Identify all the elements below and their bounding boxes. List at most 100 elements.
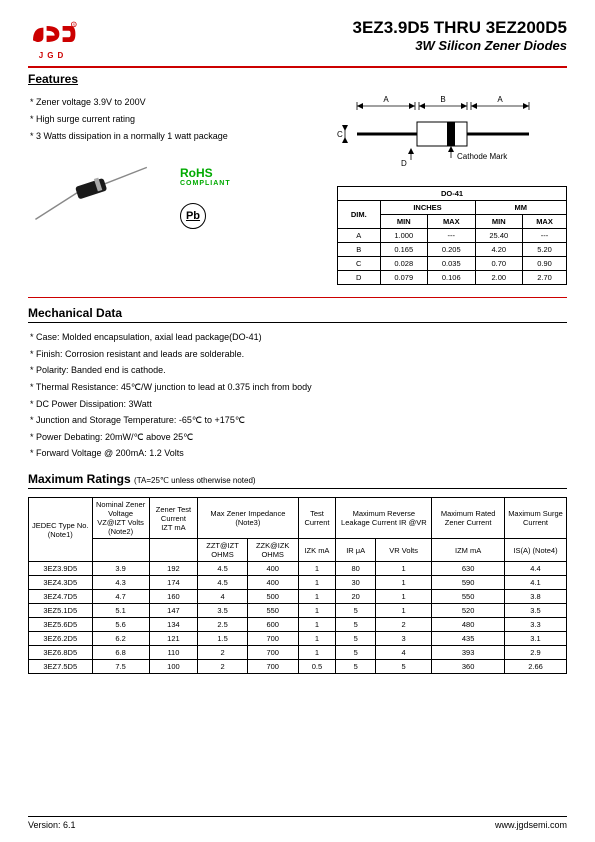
cell: 3EZ6.2D5 xyxy=(29,632,93,646)
cell: 590 xyxy=(432,576,505,590)
ratings-table: JEDEC Type No. (Note1) Nominal Zener Vol… xyxy=(28,497,567,674)
cell: 192 xyxy=(149,562,198,576)
cell: 550 xyxy=(247,604,298,618)
cell: 2.70 xyxy=(523,270,567,284)
cell: 121 xyxy=(149,632,198,646)
col-header: Max Zener Impedance (Note3) xyxy=(198,498,298,539)
footer: Version: 6.1 www.jgdsemi.com xyxy=(28,816,567,830)
cell: 1 xyxy=(298,646,336,660)
svg-text:D: D xyxy=(401,159,407,168)
cell: 4 xyxy=(375,646,431,660)
cell: 1 xyxy=(375,590,431,604)
cell: 0.079 xyxy=(380,270,428,284)
cell: 1 xyxy=(298,576,336,590)
cell: 134 xyxy=(149,618,198,632)
cell: 0.205 xyxy=(428,242,476,256)
cell: 4.7 xyxy=(92,590,149,604)
logo: R JGD xyxy=(28,18,78,60)
cell: 500 xyxy=(247,590,298,604)
col-sub xyxy=(149,539,198,562)
cell: 20 xyxy=(336,590,376,604)
cell: 2 xyxy=(198,660,248,674)
package-column: A B A C D Cathode Mark xyxy=(337,94,567,285)
cell: 5 xyxy=(336,660,376,674)
cell: 2.9 xyxy=(504,646,566,660)
feature-item: * Zener voltage 3.9V to 200V xyxy=(30,94,327,111)
feature-item: * High surge current rating xyxy=(30,111,327,128)
cell: C xyxy=(338,256,381,270)
cell: 4.5 xyxy=(198,576,248,590)
mech-item: * DC Power Dissipation: 3Watt xyxy=(30,396,567,413)
logo-text: JGD xyxy=(39,51,67,60)
feature-item: * 3 Watts dissipation in a normally 1 wa… xyxy=(30,128,327,145)
rohs-label: RoHS xyxy=(180,166,231,180)
cell: 1 xyxy=(375,604,431,618)
dim-col: MAX xyxy=(428,214,476,228)
cell: 700 xyxy=(247,646,298,660)
divider-red xyxy=(28,297,567,299)
header: R JGD 3EZ3.9D5 THRU 3EZ200D5 3W Silicon … xyxy=(28,18,567,60)
cell: --- xyxy=(428,228,476,242)
table-row: 3EZ3.9D53.91924.540018016304.4 xyxy=(29,562,567,576)
col-sub: IS(A) (Note4) xyxy=(504,539,566,562)
table-row: 3EZ5.1D55.11473.55501515203.5 xyxy=(29,604,567,618)
features-column: * Zener voltage 3.9V to 200V * High surg… xyxy=(28,94,327,285)
cathode-label: Cathode Mark xyxy=(457,152,508,161)
footer-divider xyxy=(28,816,567,817)
mech-item: * Junction and Storage Temperature: -65℃… xyxy=(30,412,567,429)
cell: 4.5 xyxy=(198,562,248,576)
table-row: B0.1650.2054.205.20 xyxy=(338,242,567,256)
col-header: Test Current xyxy=(298,498,336,539)
col-header: Zener Test CurrentIZT mA xyxy=(149,498,198,539)
cell: 80 xyxy=(336,562,376,576)
col-sub xyxy=(92,539,149,562)
cell: 0.028 xyxy=(380,256,428,270)
mech-item: * Power Debating: 20mW/℃ above 25℃ xyxy=(30,429,567,446)
cell: B xyxy=(338,242,381,256)
title-block: 3EZ3.9D5 THRU 3EZ200D5 3W Silicon Zener … xyxy=(353,18,567,53)
cell: 435 xyxy=(432,632,505,646)
cell: D xyxy=(338,270,381,284)
col-header: Maximum Surge Current xyxy=(504,498,566,539)
cell: 110 xyxy=(149,646,198,660)
mech-item: * Case: Molded encapsulation, axial lead… xyxy=(30,329,567,346)
cell: 4.4 xyxy=(504,562,566,576)
top-section: * Zener voltage 3.9V to 200V * High surg… xyxy=(28,94,567,285)
cell: 1 xyxy=(298,590,336,604)
table-row: 3EZ4.7D54.7160450012015503.8 xyxy=(29,590,567,604)
col-sub: VR Volts xyxy=(375,539,431,562)
pb-icon: Pb xyxy=(180,203,206,229)
cell: 5 xyxy=(336,632,376,646)
table-row: 3EZ6.8D56.811027001543932.9 xyxy=(29,646,567,660)
col-header: Nominal Zener VoltageVZ@IZT Volts (Note2… xyxy=(92,498,149,539)
mech-item: * Finish: Corrosion resistant and leads … xyxy=(30,346,567,363)
cell: 700 xyxy=(247,632,298,646)
cell: 1 xyxy=(298,618,336,632)
cell: 2.66 xyxy=(504,660,566,674)
cell: 0.106 xyxy=(428,270,476,284)
ratings-title: Maximum Ratings xyxy=(28,472,131,486)
cell: 2 xyxy=(375,618,431,632)
svg-text:B: B xyxy=(440,95,445,104)
dim-col: MIN xyxy=(380,214,428,228)
col-sub: IZM mA xyxy=(432,539,505,562)
cell: 0.165 xyxy=(380,242,428,256)
cell: 4.3 xyxy=(92,576,149,590)
table-row: 3EZ6.2D56.21211.57001534353.1 xyxy=(29,632,567,646)
mech-list: * Case: Molded encapsulation, axial lead… xyxy=(30,329,567,462)
cell: 25.40 xyxy=(475,228,523,242)
cell: 3.1 xyxy=(504,632,566,646)
dim-col: MM xyxy=(475,200,566,214)
cell: 0.035 xyxy=(428,256,476,270)
col-sub: ZZK@IZK OHMS xyxy=(247,539,298,562)
table-row: 3EZ5.6D55.61342.56001524803.3 xyxy=(29,618,567,632)
cell: 400 xyxy=(247,576,298,590)
cell: 630 xyxy=(432,562,505,576)
cell: 5 xyxy=(336,618,376,632)
cell: 3EZ6.8D5 xyxy=(29,646,93,660)
cell: 3.5 xyxy=(504,604,566,618)
svg-text:A: A xyxy=(383,95,389,104)
cell: 360 xyxy=(432,660,505,674)
pb-text: Pb xyxy=(186,210,200,222)
cell: 1 xyxy=(298,604,336,618)
